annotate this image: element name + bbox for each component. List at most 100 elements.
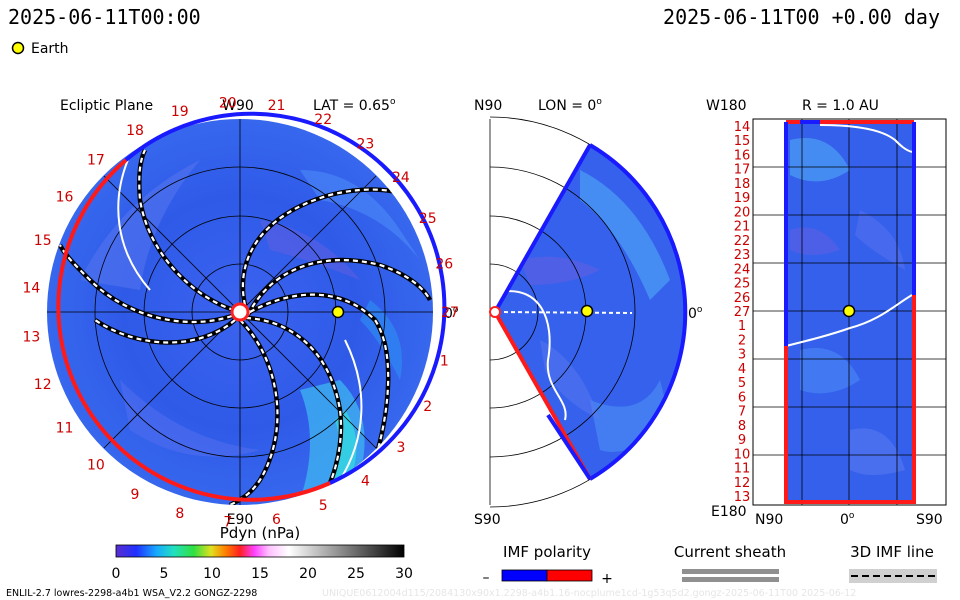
ecliptic-positive-polarity-arc [56,158,331,502]
radial-y-label-10: 10 [734,447,751,462]
radial-y-label-11: 11 [734,462,751,477]
ecliptic-0deg-label: 0o [444,305,459,322]
ecliptic-earth-marker [331,305,345,319]
radial-y-label-24: 24 [734,262,751,277]
meridional-imf-line [496,311,633,314]
radial-e180-label: E180 [711,504,747,520]
colorbar-ticks: 0 5 10 15 20 25 30 [112,566,413,582]
current-sheath-swatch-bottom [682,577,779,582]
colorbar-title: Pdyn (nPa) [220,524,301,542]
footer-run-info: ENLIL-2.7 lowres-2298-a4b1 WSA_V2.2 GONG… [6,588,257,599]
current-sheath-legend: Current sheath [674,543,786,582]
radial-y-label-6: 6 [738,390,746,405]
radial-current-sheath-upper [819,124,913,153]
meridional-panel: N90 LON = 0o S90 0o [474,97,703,528]
radial-title: R = 1.0 AU [802,98,879,114]
carrington-label-25: 25 [419,211,437,227]
ecliptic-lat-label: LAT = 0.65o [313,97,396,114]
radial-y-label-16: 16 [734,149,751,164]
colorbar: Pdyn (nPa) 0 5 10 15 20 25 30 [112,524,413,582]
radial-y-label-21: 21 [734,220,751,235]
radial-current-sheath-lower [785,294,913,347]
carrington-label-16: 16 [56,190,74,206]
carrington-label-10: 10 [87,458,105,474]
radial-s90-label: S90 [916,512,943,528]
radial-y-label-18: 18 [734,177,751,192]
colorbar-tick-30: 30 [395,566,413,582]
radial-y-label-1: 1 [738,319,746,334]
colorbar-tick-5: 5 [160,566,169,582]
carrington-label-24: 24 [392,170,410,186]
radial-y-label-26: 26 [734,291,751,306]
radial-y-label-9: 9 [738,433,746,448]
carrington-label-3: 3 [396,440,405,456]
radial-y-label-19: 19 [734,191,751,206]
carrington-label-9: 9 [131,487,140,503]
carrington-label-5: 5 [319,498,328,514]
current-sheath-title: Current sheath [674,543,786,561]
carrington-label-18: 18 [126,123,144,139]
radial-y-label-23: 23 [734,248,751,263]
positive-polarity-swatch [546,569,593,582]
meridional-s90-label: S90 [474,512,501,528]
carrington-label-21: 21 [268,98,286,114]
radial-y-label-5: 5 [738,376,746,391]
meridional-0deg-label: 0o [688,305,703,322]
left-timestamp: 2025-06-11T00:00 [8,5,201,29]
negative-polarity-swatch [501,569,548,582]
meridional-earth-marker [580,304,594,318]
carrington-label-23: 23 [356,137,374,153]
imf-polarity-minus: – [483,570,490,586]
radial-y-label-4: 4 [738,362,746,377]
radial-y-label-2: 2 [738,334,746,349]
meridional-current-sheath [499,290,567,421]
radial-y-label-22: 22 [734,234,751,249]
imf-line-title: 3D IMF line [850,543,934,561]
carrington-label-13: 13 [22,329,40,345]
carrington-label-20: 20 [219,95,237,111]
imf-line-swatch-bg [849,569,937,583]
meridional-title: LON = 0o [538,97,602,114]
radial-n90-label: N90 [755,512,783,528]
carrington-label-26: 26 [435,257,453,273]
right-timestamp: 2025-06-11T00 +0.00 day [663,5,940,29]
ecliptic-negative-polarity-arc [124,111,447,485]
current-sheath-swatch-top [682,569,779,574]
ecliptic-w90-label: W90 [222,98,254,114]
carrington-label-17: 17 [87,152,105,168]
imf-line-legend: 3D IMF line [849,543,937,583]
colorbar-tick-20: 20 [299,566,317,582]
radial-y-label-13: 13 [734,490,751,505]
radial-y-label-20: 20 [734,205,751,220]
carrington-label-22: 22 [314,112,332,128]
carrington-label-4: 4 [361,473,370,489]
imf-polarity-plus: + [601,571,613,587]
radial-earth-marker [842,304,856,318]
carrington-label-7: 7 [223,515,232,531]
carrington-label-2: 2 [423,399,432,415]
colorbar-tick-25: 25 [347,566,365,582]
radial-y-label-27: 27 [734,305,751,320]
carrington-label-15: 15 [34,233,52,249]
carrington-label-11: 11 [56,420,74,436]
colorbar-tick-0: 0 [112,566,121,582]
imf-polarity-title: IMF polarity [503,543,591,561]
radial-y-label-25: 25 [734,277,751,292]
ecliptic-e90-label: E90 [227,512,254,528]
carrington-label-14: 14 [22,281,40,297]
earth-legend-label: Earth [31,41,69,57]
radial-y-label-17: 17 [734,163,751,178]
carrington-label-19: 19 [171,104,189,120]
ecliptic-panel: Ecliptic Plane LAT = 0.65o W90 E90 0o [22,95,458,530]
radial-panel: W180 R = 1.0 AU E180 N90 0o S90 [706,98,947,528]
meridional-n90-label: N90 [474,98,502,114]
radial-y-label-15: 15 [734,134,751,149]
radial-y-labels: 1415161718192021222324252627123456789101… [734,120,751,505]
radial-y-label-3: 3 [738,348,746,363]
earth-legend-marker [11,41,25,55]
radial-y-label-12: 12 [734,476,751,491]
radial-w180-label: W180 [706,98,747,114]
radial-y-label-7: 7 [738,405,746,420]
carrington-label-6: 6 [272,512,281,528]
